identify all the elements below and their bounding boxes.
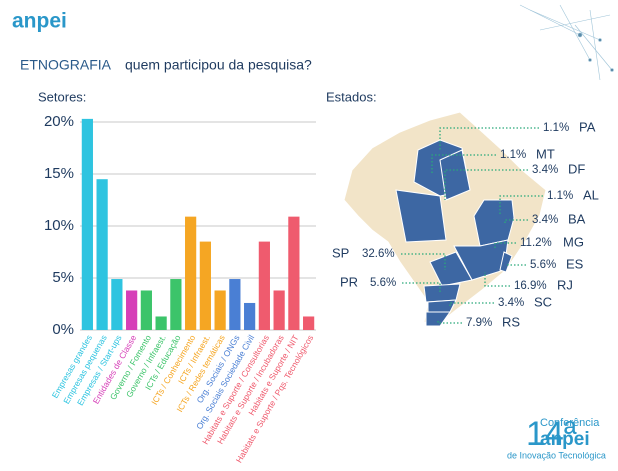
bar <box>170 279 182 330</box>
state-name: MG <box>563 234 584 249</box>
leader-line <box>499 195 543 215</box>
state-name: SC <box>534 294 552 309</box>
bar <box>258 241 270 330</box>
state-name: ES <box>566 256 584 271</box>
state-name: PA <box>579 119 596 134</box>
state-value: 1.1% <box>547 190 573 202</box>
bar <box>199 241 211 330</box>
leader-line <box>504 219 528 225</box>
state-name: BA <box>568 211 586 226</box>
state-value: 1.1% <box>543 122 569 134</box>
state-name: DF <box>568 161 585 176</box>
bar <box>140 290 152 330</box>
leader-line <box>494 242 516 250</box>
leader-line <box>444 169 528 200</box>
bar <box>303 316 315 330</box>
bar <box>214 290 226 330</box>
y-tick-label: 0% <box>52 321 74 338</box>
logo: anpei <box>12 10 67 33</box>
state-name: RJ <box>557 277 573 292</box>
leader-line <box>431 154 496 175</box>
bar <box>126 290 138 330</box>
chart-title: Setores: <box>38 89 86 104</box>
y-tick-label: 10% <box>44 217 74 234</box>
footer-line1: Conferência <box>540 417 600 429</box>
leader-line <box>401 253 446 270</box>
leader-line <box>439 127 539 150</box>
state-value: 7.9% <box>466 317 492 329</box>
bar <box>244 302 256 330</box>
state-name: RS <box>502 314 520 329</box>
state-name: MT <box>536 146 555 161</box>
bar <box>229 279 241 330</box>
y-tick-label: 20% <box>44 113 74 130</box>
bar <box>111 279 123 330</box>
brazil-map <box>343 111 547 327</box>
leader-line <box>437 320 462 324</box>
state-name: PR <box>340 274 358 289</box>
bar <box>185 216 197 330</box>
state-value: 1.1% <box>500 149 526 161</box>
state-value: 3.4% <box>498 297 524 309</box>
bar <box>288 216 300 330</box>
network-graphic <box>519 4 614 81</box>
bar <box>273 290 285 330</box>
bar <box>81 118 93 330</box>
bar <box>96 179 108 330</box>
footer-line2: de Inovação Tecnológica <box>507 450 606 460</box>
state-value: 5.6% <box>530 259 556 271</box>
footer-number: 14ª <box>526 415 577 453</box>
footer-brand: anpei <box>540 429 590 450</box>
map-title: Estados: <box>326 89 377 104</box>
y-tick-label: 15% <box>44 165 74 182</box>
state-value: 11.2% <box>520 237 552 249</box>
title: ETNOGRAFIA <box>20 57 112 73</box>
state-value: 3.4% <box>532 164 558 176</box>
leader-line <box>484 272 510 287</box>
state-value: 5.6% <box>370 277 396 289</box>
bar <box>155 316 167 330</box>
state-name: AL <box>583 187 599 202</box>
state-value: 3.4% <box>532 214 558 226</box>
state-value: 16.9% <box>514 280 547 292</box>
subtitle: quem participou da pesquisa? <box>125 57 312 73</box>
leader-line <box>507 262 526 266</box>
state-value: 32.6% <box>362 248 395 260</box>
state-name: SP <box>332 245 349 260</box>
leader-line <box>449 302 494 306</box>
y-tick-label: 5% <box>52 269 74 286</box>
